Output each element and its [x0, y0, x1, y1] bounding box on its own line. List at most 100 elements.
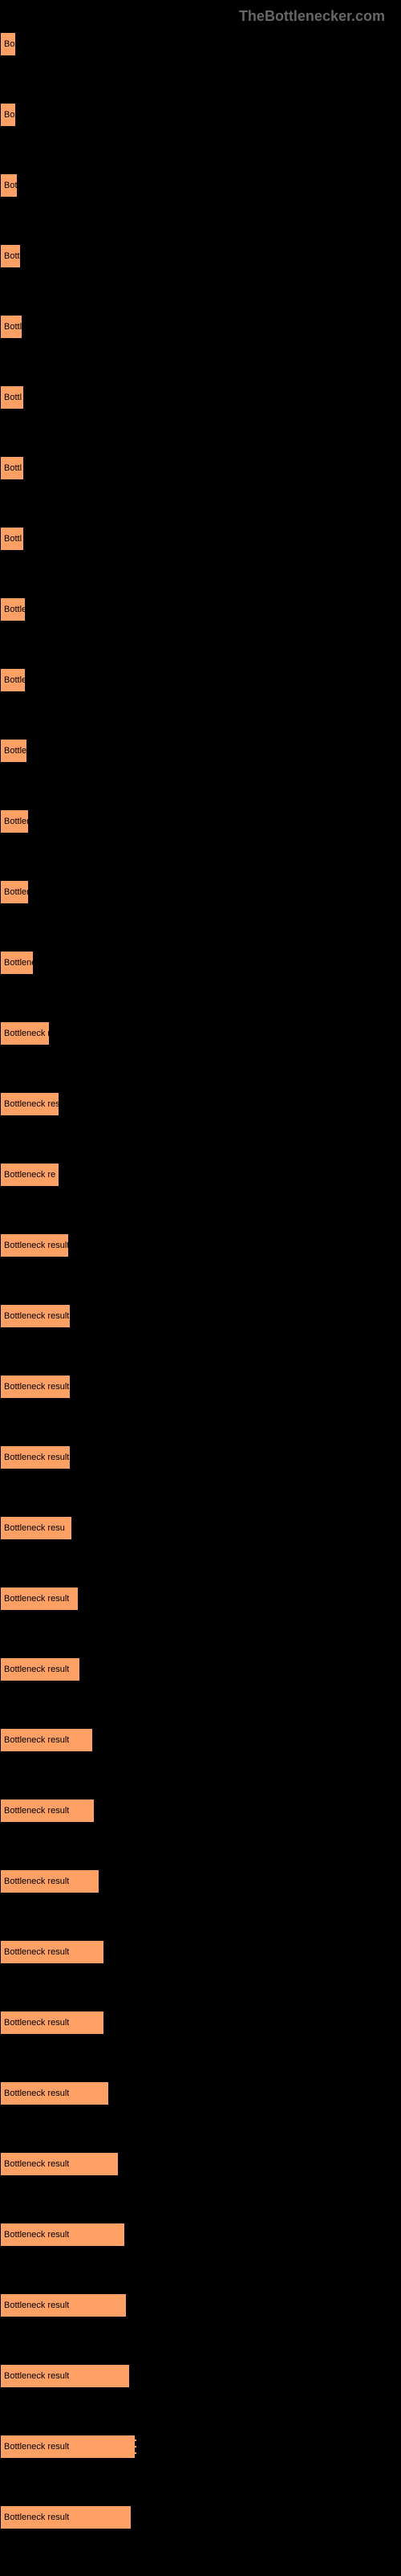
- bar-row: Bottl: [0, 315, 401, 357]
- bar-row: Bo: [0, 103, 401, 145]
- chart-bar: Bottleneck r: [0, 1021, 50, 1045]
- bar-row: Bottleneck result: [0, 2435, 401, 2476]
- bar-label: Bottleneck result: [4, 1311, 69, 1321]
- bar-row: Bottleneck resu: [0, 1516, 401, 1558]
- bar-label: Bo: [4, 39, 14, 49]
- bar-label: Bottleneck result: [4, 2159, 69, 2169]
- chart-bar: Bottleneck result: [0, 2505, 132, 2529]
- chart-bar: Bottl: [0, 385, 24, 410]
- bar-row: Bottleneck result: [0, 2011, 401, 2052]
- bar-row: Bottleneck result: [0, 2081, 401, 2123]
- bar-row: Bottleneck re: [0, 1163, 401, 1204]
- chart-bar: Bottleneck result: [0, 1799, 95, 1823]
- bar-row: Bottleneck result: [0, 1728, 401, 1770]
- watermark-text: TheBottlenecker.com: [239, 8, 385, 25]
- bar-row: Bottleneck result: [0, 2152, 401, 2194]
- bar-label: Bo: [4, 110, 14, 120]
- bar-row: Bottleneck result: [0, 2505, 401, 2547]
- chart-bar: Bottl: [0, 456, 24, 480]
- bar-row: Bottl: [0, 527, 401, 569]
- bar-chart: Bo Bo Bot Bott Bottl Bottl Bottl Bottl Bottle Bot…: [0, 0, 401, 2547]
- bar-row: Bottleneck result: [0, 2364, 401, 2406]
- bar-row: Bottleneck result: [0, 2223, 401, 2264]
- chart-bar: Bottleneck result: [0, 1940, 104, 1964]
- chart-bar: Bottleneck result: [0, 2152, 119, 2176]
- bar-label: Bottleneck result: [4, 1735, 69, 1745]
- bar-label: Bottleneck re: [4, 1170, 55, 1180]
- bar-label: Bottleneck result: [4, 2230, 69, 2240]
- bar-row: Bottleneck result: [0, 1799, 401, 1840]
- bar-label: Bottl: [4, 393, 22, 402]
- chart-bar: Bottlene: [0, 951, 34, 975]
- chart-bar: Bott: [0, 244, 21, 268]
- bar-row: Bottleneck result: [0, 1587, 401, 1628]
- bar-label: Bottleneck result: [4, 2442, 69, 2452]
- bar-label: Bottleneck resu: [4, 1099, 59, 1109]
- bar-row: Bottleneck result: [0, 1657, 401, 1699]
- chart-bar: Bot: [0, 173, 18, 198]
- bar-label: Bottleneck result: [4, 1453, 69, 1462]
- bar-label: Bottl: [4, 322, 22, 332]
- bar-row: Bot: [0, 173, 401, 215]
- chart-bar: Bottleneck result: [0, 2364, 130, 2388]
- chart-bar: Bottleneck result: [0, 2081, 109, 2105]
- chart-bar: Bottleneck result: [0, 1587, 79, 1611]
- bar-label: Bott: [4, 251, 20, 261]
- chart-bar: Bottlen: [0, 809, 29, 834]
- bar-row: Bottleneck result: [0, 1940, 401, 1982]
- chart-bar: Bottleneck result: [0, 2435, 136, 2459]
- bar-row: Bottl: [0, 385, 401, 427]
- bar-row: Bo: [0, 32, 401, 74]
- chart-bar: Bottle: [0, 597, 26, 622]
- chart-bar: Bottleneck result: [0, 2223, 125, 2247]
- chart-bar: Bottleneck result: [0, 1233, 69, 1257]
- chart-bar: Bo: [0, 32, 16, 56]
- bar-row: Bott: [0, 244, 401, 286]
- bar-row: Bottleneck result: [0, 1375, 401, 1416]
- chart-bar: Bottleneck result: [0, 1869, 99, 1893]
- chart-bar: Bottleneck result: [0, 1728, 93, 1752]
- chart-bar: Bo: [0, 103, 16, 127]
- bar-label: Bottleneck result: [4, 1594, 69, 1604]
- bar-label: Bottlen: [4, 887, 28, 897]
- bar-label: Bottlen: [4, 817, 28, 826]
- chart-bar: Bottleneck result: [0, 1657, 80, 1681]
- bar-label: Bottleneck r: [4, 1029, 49, 1038]
- bar-label: Bottleneck result: [4, 2301, 69, 2310]
- bar-label: Bottleneck result: [4, 1382, 69, 1392]
- chart-bar: Bottleneck resu: [0, 1516, 72, 1540]
- bar-row: Bottleneck result: [0, 1869, 401, 1911]
- bar-label: Bottleneck result: [4, 1665, 69, 1674]
- bar-label: Bottleneck result: [4, 2089, 69, 2098]
- bar-label: Bottlene: [4, 958, 33, 968]
- chart-bar: Bottlen: [0, 880, 29, 904]
- bar-label: Bottle: [4, 675, 25, 685]
- bar-label: Bottle: [4, 605, 25, 614]
- bar-label: Bottleneck result: [4, 1806, 69, 1816]
- chart-bar: Bottleneck re: [0, 1163, 59, 1187]
- chart-bar: Bottl: [0, 527, 24, 551]
- bar-label: Bottleneck result: [4, 1947, 69, 1957]
- bar-row: Bottleneck result: [0, 2293, 401, 2335]
- bar-label: Bottleneck result: [4, 1877, 69, 1886]
- bar-label: Bottleneck result: [4, 2513, 69, 2522]
- chart-bar: Bottle: [0, 739, 27, 763]
- bar-row: Bottle: [0, 668, 401, 710]
- bar-row: Bottleneck resu: [0, 1092, 401, 1134]
- bar-row: Bottl: [0, 456, 401, 498]
- bar-label: Bottle: [4, 746, 26, 756]
- chart-bar: Bottleneck result: [0, 2293, 127, 2317]
- chart-bar: Bottleneck result: [0, 1375, 71, 1399]
- bar-row: Bottleneck r: [0, 1021, 401, 1063]
- bar-row: Bottle: [0, 597, 401, 639]
- bar-label: Bottl: [4, 534, 22, 544]
- bar-row: Bottleneck result: [0, 1445, 401, 1487]
- bar-label: Bottleneck result: [4, 2371, 69, 2381]
- bar-row: Bottlen: [0, 809, 401, 851]
- chart-bar: Bottl: [0, 315, 22, 339]
- chart-bar: Bottleneck resu: [0, 1092, 59, 1116]
- chart-bar: Bottleneck result: [0, 1304, 71, 1328]
- bar-row: Bottlene: [0, 951, 401, 992]
- bar-row: Bottle: [0, 739, 401, 781]
- chart-bar: Bottleneck result: [0, 2011, 104, 2035]
